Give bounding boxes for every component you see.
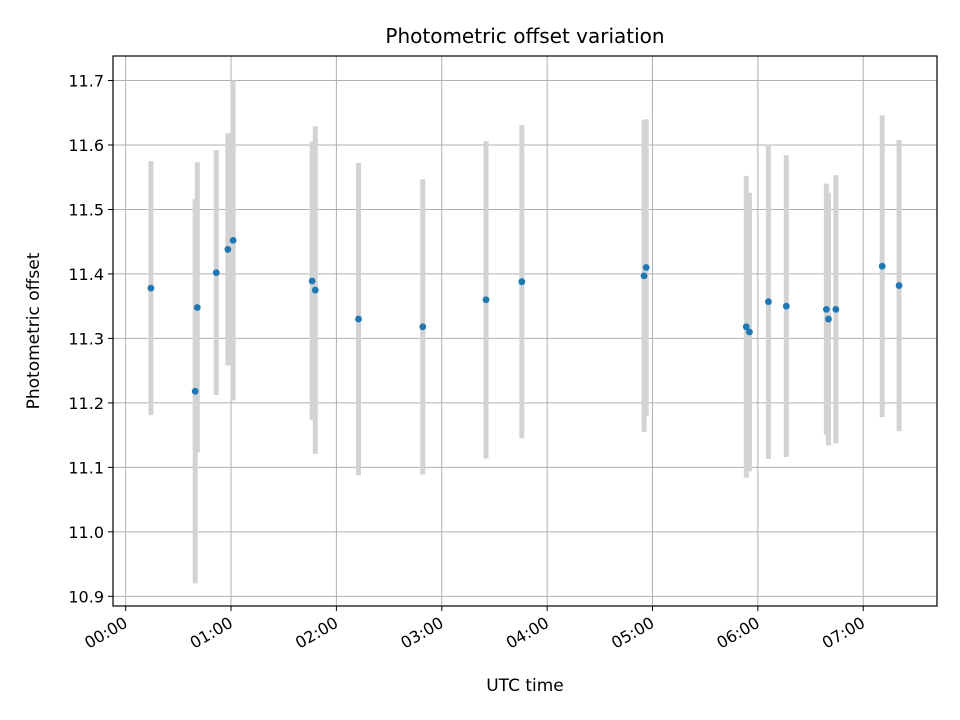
grid-lines (113, 56, 937, 606)
data-point (642, 264, 650, 271)
data-point (878, 262, 886, 270)
data-point (746, 328, 753, 336)
data-point (147, 284, 155, 292)
y-tick-label: 11.5 (68, 200, 104, 219)
data-point (419, 323, 427, 331)
data-point (229, 237, 237, 244)
data-point (191, 387, 199, 395)
data-point (640, 272, 648, 280)
y-tick-label: 11.0 (68, 523, 104, 542)
y-tick-label: 11.6 (68, 136, 104, 155)
y-tick-label: 11.4 (68, 265, 104, 284)
y-tick-label: 10.9 (68, 587, 104, 606)
data-point (825, 315, 832, 323)
data-point (742, 323, 750, 331)
data-point (482, 296, 490, 304)
data-point (832, 305, 840, 313)
data-point (782, 302, 790, 310)
x-axis-label: UTC time (486, 676, 564, 696)
data-point (311, 286, 319, 294)
plot-frame (112, 55, 938, 607)
y-tick-label: 11.2 (68, 394, 104, 413)
data-point (822, 305, 830, 313)
data-point (193, 304, 201, 311)
data-point (765, 298, 772, 306)
chart-title: Photometric offset variation (385, 24, 664, 48)
y-axis-label: Photometric offset (24, 252, 44, 409)
y-tick-label: 11.3 (68, 329, 104, 348)
y-tick-label: 11.7 (68, 72, 104, 91)
y-tick-label: 11.1 (68, 458, 104, 477)
data-point (212, 269, 220, 277)
data-point (355, 315, 362, 323)
data-points (147, 237, 903, 395)
y-axis-ticks: 10.9 11.0 11.1 11.2 11.3 11.4 11.5 11.6 11.7 (68, 72, 113, 606)
data-point (518, 278, 526, 286)
data-point (224, 246, 232, 253)
data-point (895, 282, 903, 289)
data-point (308, 277, 316, 285)
